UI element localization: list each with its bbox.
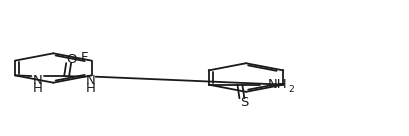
Text: S: S <box>240 96 248 109</box>
Text: H: H <box>85 82 96 95</box>
Text: 2: 2 <box>288 85 294 94</box>
Text: F: F <box>80 51 88 64</box>
Text: N: N <box>86 74 95 87</box>
Text: N: N <box>33 74 42 87</box>
Text: O: O <box>66 52 76 66</box>
Text: NH: NH <box>267 78 287 91</box>
Text: H: H <box>32 82 43 95</box>
